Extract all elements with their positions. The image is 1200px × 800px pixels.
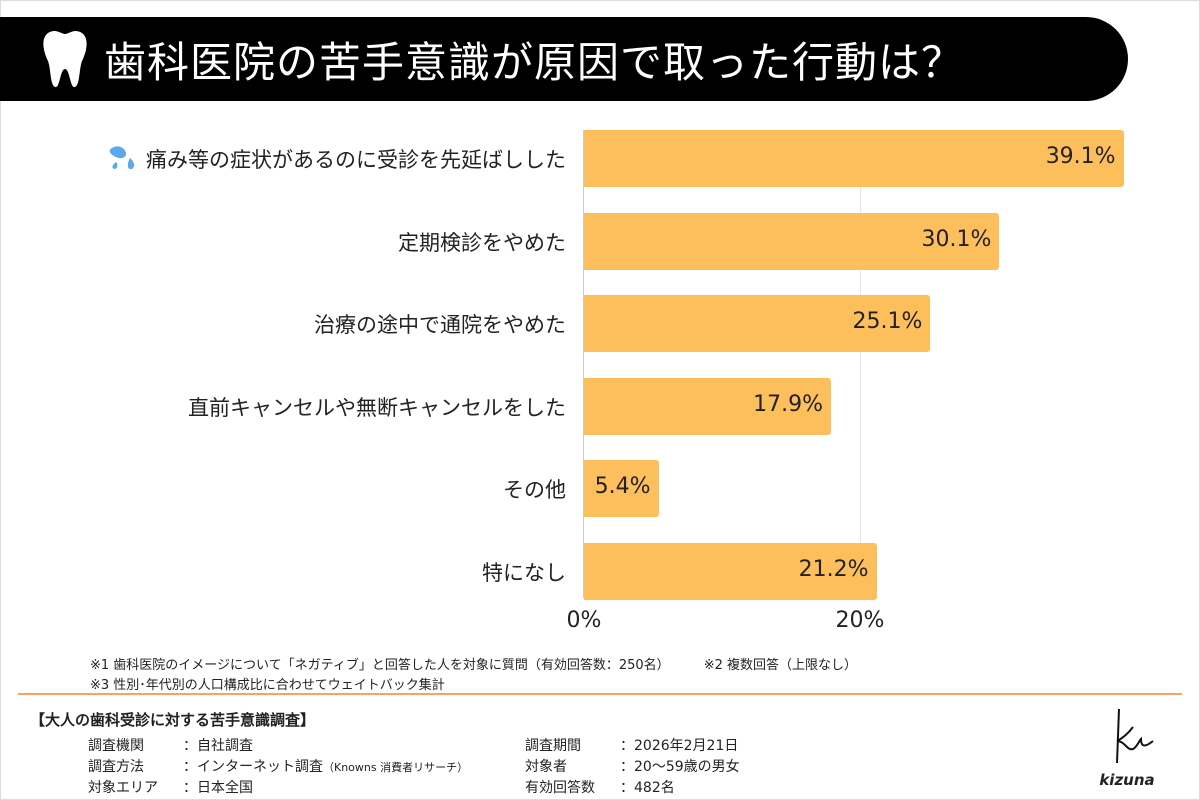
- y-axis-line: [583, 130, 584, 598]
- data-label: 39.1%: [1045, 144, 1116, 169]
- bar: 21.2%: [584, 542, 877, 600]
- data-label: 25.1%: [852, 309, 923, 334]
- bar: 5.4%: [584, 460, 659, 517]
- survey-info-row: 調査方法 ：インターネット調査（Knowns 消費者リサーチ）: [88, 756, 468, 776]
- page-title: 歯科医院の苦手意識が原因で取った行動は？: [104, 37, 965, 87]
- info-value: ：自社調査: [183, 738, 253, 754]
- note-1-text: ※1 歯科医院のイメージについて「ネガティブ」と回答した人を対象に質問（有効回答…: [90, 658, 670, 673]
- info-key: 調査方法: [88, 759, 144, 775]
- info-value: ：日本全国: [183, 780, 253, 796]
- divider: [18, 693, 1182, 695]
- category-text: 特になし: [482, 560, 566, 585]
- note-2-text: ※2 複数回答（上限なし）: [703, 658, 857, 673]
- info-key: 調査機関: [88, 738, 144, 754]
- gridline: [860, 130, 861, 598]
- survey-info-row: 対象エリア ：日本全国: [88, 777, 253, 797]
- info-key: 対象エリア: [88, 780, 158, 796]
- bar: 25.1%: [584, 295, 931, 352]
- x-tick-label: 0%: [566, 608, 602, 633]
- data-label: 5.4%: [594, 474, 651, 499]
- category-text: 直前キャンセルや無断キャンセルをした: [188, 395, 566, 420]
- info-value: ：インターネット調査: [183, 759, 323, 775]
- survey-info-row: 調査機関 ：自社調査: [88, 735, 253, 755]
- title-bar: 歯科医院の苦手意識が原因で取った行動は？: [0, 17, 1128, 101]
- note-3: ※3 性別･年代別の人口構成比に合わせてウェイトバック集計: [90, 678, 445, 693]
- category-label: 特になし: [482, 557, 566, 587]
- info-key: 対象者: [525, 759, 567, 775]
- bar: 30.1%: [584, 212, 1000, 270]
- category-label: 治療の途中で通院をやめた: [314, 309, 566, 339]
- bar-chart: 0% 20% 痛み等の症状があるのに受診を先延ばしした 39.1% 定期検診をやめた 30…: [0, 110, 1200, 640]
- data-label: 21.2%: [798, 556, 869, 582]
- info-value: ：482名: [620, 780, 675, 796]
- category-label: 定期検診をやめた: [398, 227, 566, 257]
- info-key: 有効回答数: [525, 780, 595, 796]
- info-value: ：20～59歳の男女: [620, 759, 740, 775]
- signature-icon: [1116, 708, 1154, 764]
- logo-text: kizuna: [1099, 771, 1155, 789]
- note-1: ※1 歯科医院のイメージについて「ネガティブ」と回答した人を対象に質問（有効回答…: [90, 654, 857, 673]
- tooth-icon: [43, 31, 87, 88]
- survey-title: 【大人の歯科受診に対する苦手意識調査】: [30, 711, 316, 729]
- info-sub: （Knowns 消費者リサーチ）: [323, 761, 469, 774]
- x-tick-label: 20%: [835, 608, 885, 633]
- category-text: その他: [503, 478, 566, 502]
- category-label: 痛み等の症状があるのに受診を先延ばしした: [108, 144, 566, 174]
- category-text: 治療の途中で通院をやめた: [314, 313, 566, 337]
- bar: 17.9%: [584, 377, 832, 435]
- info-value: ：2026年2月21日: [620, 738, 739, 754]
- category-label: その他: [503, 474, 566, 504]
- category-text: 定期検診をやめた: [398, 230, 566, 255]
- data-label: 30.1%: [921, 226, 992, 252]
- data-label: 17.9%: [753, 391, 824, 417]
- category-text: 痛み等の症状があるのに受診を先延ばしした: [146, 148, 566, 172]
- survey-info-row: 対象者 ：20～59歳の男女: [525, 756, 740, 776]
- category-label: 直前キャンセルや無断キャンセルをした: [188, 392, 566, 422]
- info-key: 調査期間: [525, 738, 581, 754]
- survey-info-row: 調査期間 ：2026年2月21日: [525, 735, 738, 755]
- kizuna-logo: kizuna: [1092, 705, 1162, 795]
- sweat-drop-icon: [109, 146, 135, 170]
- bar: 39.1%: [584, 130, 1124, 187]
- survey-info-row: 有効回答数 ：482名: [525, 777, 675, 797]
